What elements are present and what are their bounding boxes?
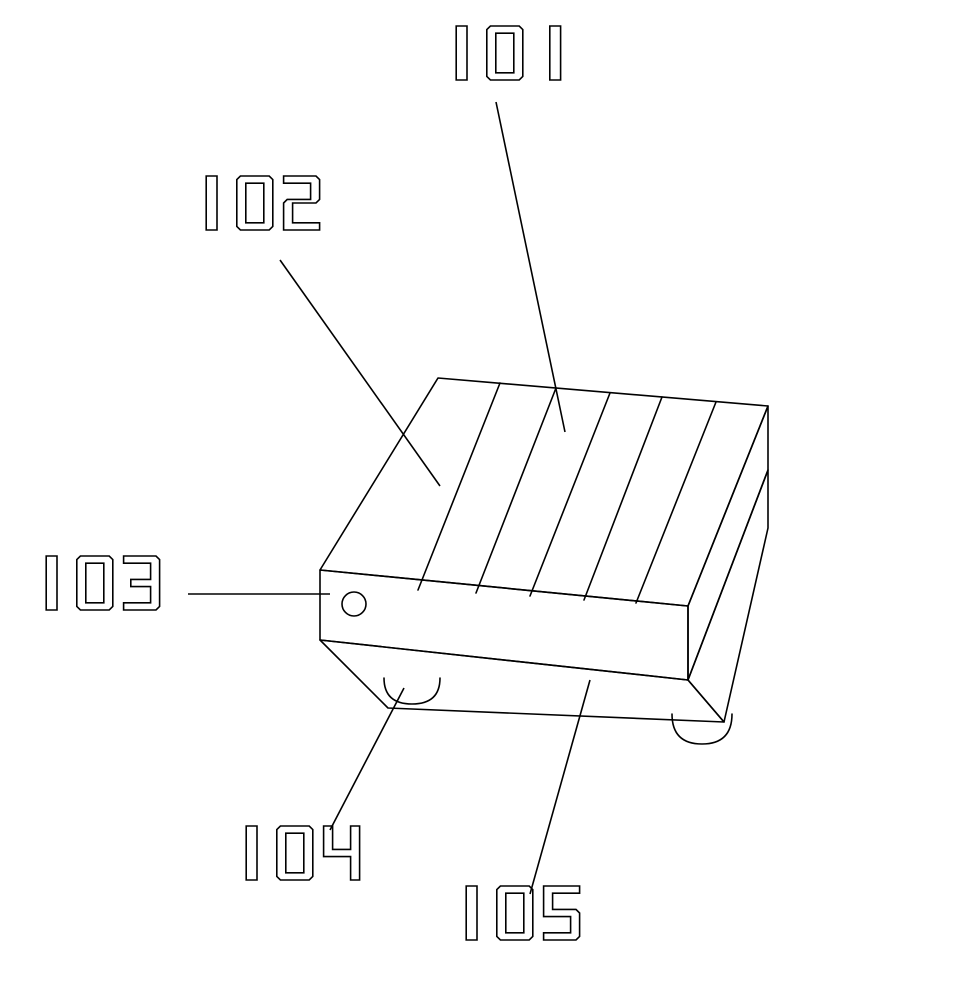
front-face	[320, 570, 688, 680]
leader-105	[530, 680, 590, 894]
leader-104	[330, 688, 404, 830]
leader-101	[496, 102, 565, 432]
base-front	[320, 640, 724, 722]
knob-icon	[342, 592, 366, 616]
label-103	[46, 556, 159, 610]
device-drawing	[320, 378, 768, 744]
ridge-line-0	[418, 383, 500, 590]
label-101	[456, 26, 560, 80]
foot-0	[384, 678, 440, 704]
labels	[46, 26, 579, 940]
label-102	[206, 176, 319, 230]
label-104	[246, 826, 359, 880]
label-105	[466, 886, 579, 940]
leader-lines	[188, 102, 590, 894]
diagram-svg	[0, 0, 967, 1000]
foot-1	[672, 714, 732, 744]
right-face	[688, 406, 768, 680]
leader-102	[280, 260, 440, 486]
